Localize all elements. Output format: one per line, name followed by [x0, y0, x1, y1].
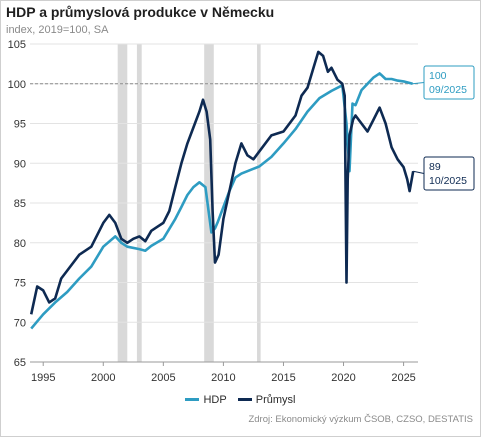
callout-date: 10/2025	[429, 175, 467, 187]
legend-swatch-prumysl	[237, 398, 252, 401]
series-line-hdp	[30, 72, 413, 330]
legend-item-prumysl: Průmysl	[237, 393, 296, 406]
callout-leader	[412, 82, 425, 85]
legend-label-hdp: HDP	[203, 393, 227, 406]
x-tick-label: 2005	[151, 372, 175, 384]
x-tick-label: 2015	[271, 372, 295, 384]
legend-label-prumysl: Průmysl	[255, 393, 296, 406]
y-tick-label: 65	[14, 357, 26, 369]
callout-value: 89	[429, 161, 441, 173]
callout-date: 09/2025	[429, 84, 467, 96]
chart-title: HDP a průmyslová produkce v Německu	[6, 4, 275, 20]
callout-leader	[413, 170, 425, 174]
callout-box	[423, 156, 475, 191]
y-tick-label: 70	[14, 317, 26, 329]
legend-swatch-hdp	[185, 398, 200, 401]
x-tick-label: 2020	[331, 372, 355, 384]
x-tick-label: 2025	[391, 372, 415, 384]
legend-item-hdp: HDP	[185, 393, 227, 406]
y-tick-label: 95	[14, 119, 26, 131]
callout-hdp: 100 09/2025	[412, 65, 475, 100]
x-tick-label: 2010	[211, 372, 235, 384]
y-tick-label: 100	[8, 79, 26, 91]
source-note: Zdroj: Ekonomický výzkum ČSOB, CZSO, DES…	[248, 414, 473, 425]
y-tick-label: 85	[14, 198, 26, 210]
chart-legend: HDP Průmysl	[0, 392, 481, 406]
y-tick-label: 75	[14, 278, 26, 290]
y-tick-label: 80	[14, 238, 26, 250]
series-line-prumysl	[29, 50, 415, 315]
x-tick-label: 1995	[31, 372, 55, 384]
y-tick-label: 90	[14, 158, 26, 170]
callout-prumysl: 89 10/2025	[413, 156, 475, 191]
callout-box	[423, 65, 475, 100]
chart-subtitle: index, 2019=100, SA	[6, 24, 109, 36]
x-tick-label: 2000	[91, 372, 115, 384]
callout-value: 100	[429, 70, 447, 82]
y-tick-label: 105	[8, 39, 26, 51]
